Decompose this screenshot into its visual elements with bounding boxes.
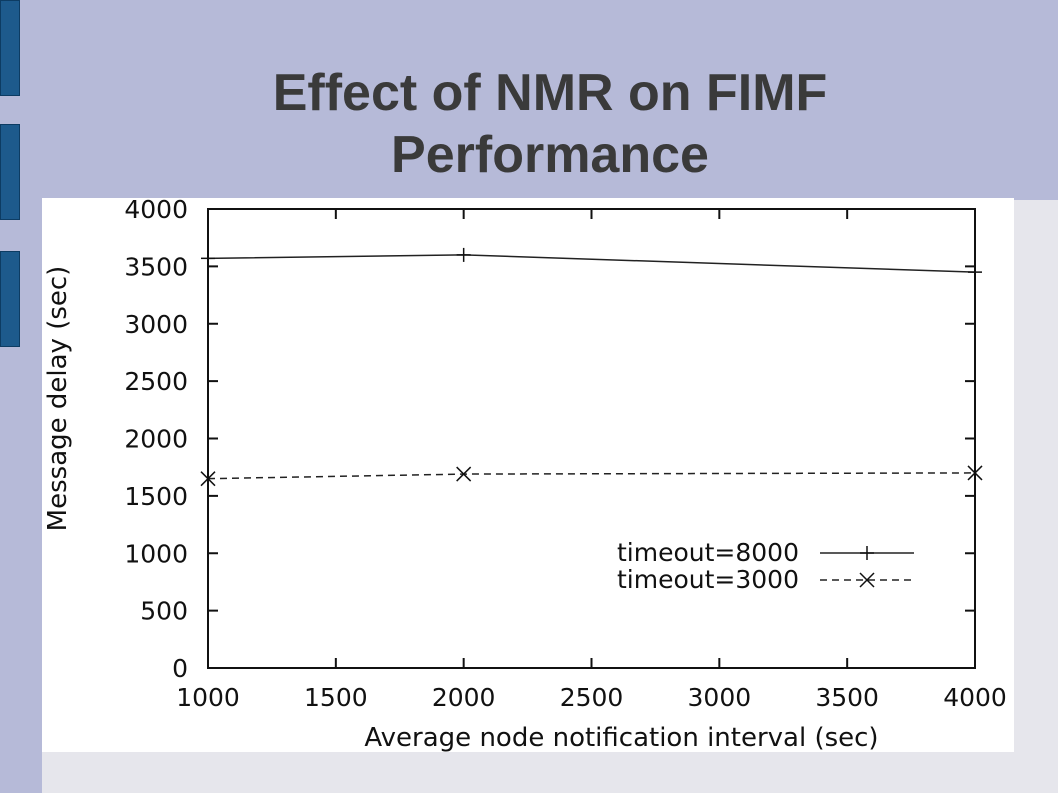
left-band (0, 0, 42, 793)
slide-title: Effect of NMR on FIMF Performance (42, 62, 1058, 186)
y-tick-label: 4000 (124, 198, 188, 224)
plot-frame (207, 208, 976, 669)
x-tick-label: 3000 (688, 683, 752, 712)
slide-title-line2: Performance (391, 126, 709, 184)
x-tick-label: 4000 (943, 683, 1007, 712)
x-axis-label: Average node notification interval (sec) (364, 723, 878, 752)
y-tick-label: 1500 (124, 482, 188, 511)
series-line-1 (207, 254, 976, 273)
legend-label-1: timeout=8000 (617, 538, 799, 567)
y-tick-label: 1000 (124, 539, 188, 568)
chart-svg: 0 500 1000 1500 2000 2500 3000 3500 4000 1000 1500… (43, 198, 1007, 752)
x-tick-label: 1000 (176, 683, 240, 712)
series-2-point (456, 466, 472, 482)
series-line-2 (207, 472, 976, 480)
series-2-point (200, 471, 216, 487)
y-tick-label: 2000 (124, 425, 188, 454)
y-axis-label: Message delay (sec) (43, 266, 73, 532)
legend-marker-2 (859, 572, 875, 588)
slide-title-line1: Effect of NMR on FIMF (272, 64, 828, 122)
accent-bar-1 (0, 0, 20, 96)
chart-figure: 0 500 1000 1500 2000 2500 3000 3500 4000 1000 1500… (42, 198, 1014, 752)
y-tick-label: 0 (172, 654, 188, 683)
y-tick-label: 3000 (124, 310, 188, 339)
x-tick-label: 2000 (432, 683, 496, 712)
x-tick-label: 3500 (815, 683, 879, 712)
legend-label-2: timeout=3000 (617, 565, 799, 594)
series-2-point (967, 465, 983, 481)
y-tick-label: 2500 (124, 367, 188, 396)
y-tick-label: 3500 (124, 252, 188, 281)
accent-bar-3 (0, 251, 20, 347)
accent-bar-2 (0, 124, 20, 220)
x-tick-label: 2500 (560, 683, 624, 712)
x-tick-label: 1500 (304, 683, 368, 712)
y-tick-label: 500 (140, 597, 188, 626)
